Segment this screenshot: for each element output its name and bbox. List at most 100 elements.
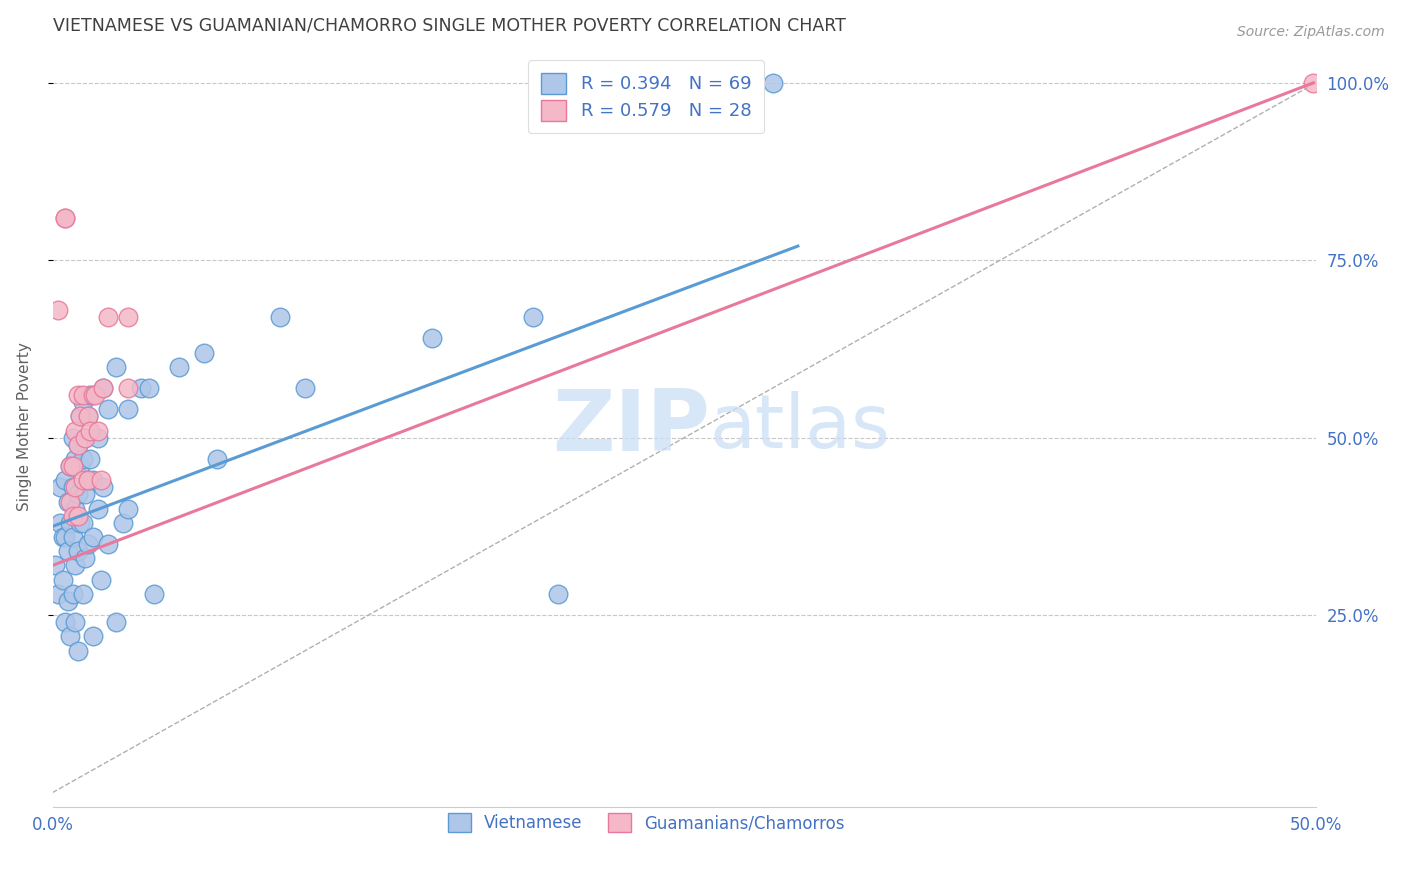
- Point: [59, 516, 82, 530]
- Point: [91, 381, 114, 395]
- Point: [65, 480, 87, 494]
- Point: [82, 629, 104, 643]
- Point: [82, 530, 104, 544]
- Point: [72, 452, 94, 467]
- Point: [269, 310, 291, 324]
- Point: [69, 459, 91, 474]
- Point: [97, 310, 120, 324]
- Point: [77, 473, 100, 487]
- Point: [72, 473, 94, 487]
- Point: [89, 473, 111, 487]
- Point: [66, 544, 89, 558]
- Point: [52, 573, 75, 587]
- Point: [82, 388, 104, 402]
- Point: [75, 487, 97, 501]
- Point: [59, 494, 82, 508]
- Point: [167, 359, 190, 374]
- Point: [69, 409, 91, 424]
- Point: [72, 395, 94, 409]
- Point: [97, 537, 120, 551]
- Point: [69, 516, 91, 530]
- Legend: Vietnamese, Guamanians/Chamorros: Vietnamese, Guamanians/Chamorros: [436, 801, 856, 844]
- Point: [56, 594, 79, 608]
- Point: [91, 381, 114, 395]
- Point: [193, 345, 215, 359]
- Point: [66, 508, 89, 523]
- Point: [142, 587, 165, 601]
- Point: [117, 310, 139, 324]
- Text: atlas: atlas: [710, 391, 890, 464]
- Point: [53, 615, 76, 630]
- Point: [56, 544, 79, 558]
- Text: VIETNAMESE VS GUAMANIAN/CHAMORRO SINGLE MOTHER POVERTY CORRELATION CHART: VIETNAMESE VS GUAMANIAN/CHAMORRO SINGLE …: [52, 17, 845, 35]
- Point: [65, 501, 87, 516]
- Point: [69, 409, 91, 424]
- Point: [87, 501, 110, 516]
- Point: [205, 452, 228, 467]
- Point: [117, 402, 139, 417]
- Point: [89, 573, 111, 587]
- Point: [75, 431, 97, 445]
- Point: [77, 409, 100, 424]
- Point: [56, 494, 79, 508]
- Point: [62, 508, 84, 523]
- Point: [53, 530, 76, 544]
- Point: [87, 424, 110, 438]
- Point: [66, 487, 89, 501]
- Point: [59, 459, 82, 474]
- Point: [72, 516, 94, 530]
- Point: [82, 473, 104, 487]
- Point: [46, 302, 69, 317]
- Point: [65, 424, 87, 438]
- Point: [75, 431, 97, 445]
- Point: [97, 402, 120, 417]
- Point: [52, 530, 75, 544]
- Point: [62, 431, 84, 445]
- Point: [65, 558, 87, 573]
- Point: [420, 331, 443, 345]
- Point: [65, 615, 87, 630]
- Point: [66, 438, 89, 452]
- Point: [72, 388, 94, 402]
- Point: [49, 480, 72, 494]
- Point: [62, 530, 84, 544]
- Point: [66, 643, 89, 657]
- Point: [72, 587, 94, 601]
- Point: [66, 438, 89, 452]
- Point: [112, 516, 135, 530]
- Point: [1302, 76, 1324, 90]
- Point: [77, 473, 100, 487]
- Point: [79, 452, 101, 467]
- Point: [91, 480, 114, 494]
- Point: [138, 381, 160, 395]
- Point: [62, 459, 84, 474]
- Point: [46, 587, 69, 601]
- Point: [129, 381, 152, 395]
- Point: [62, 587, 84, 601]
- Point: [117, 381, 139, 395]
- Y-axis label: Single Mother Poverty: Single Mother Poverty: [17, 343, 32, 511]
- Point: [547, 587, 569, 601]
- Point: [77, 409, 100, 424]
- Point: [79, 388, 101, 402]
- Point: [59, 459, 82, 474]
- Point: [66, 388, 89, 402]
- Text: ZIP: ZIP: [551, 385, 710, 468]
- Point: [522, 310, 544, 324]
- Point: [762, 76, 785, 90]
- Point: [104, 615, 127, 630]
- Point: [53, 473, 76, 487]
- Point: [117, 501, 139, 516]
- Text: Source: ZipAtlas.com: Source: ZipAtlas.com: [1237, 25, 1385, 39]
- Point: [84, 388, 107, 402]
- Point: [87, 431, 110, 445]
- Point: [65, 452, 87, 467]
- Point: [77, 537, 100, 551]
- Point: [44, 558, 66, 573]
- Point: [59, 629, 82, 643]
- Point: [294, 381, 316, 395]
- Point: [53, 211, 76, 225]
- Point: [62, 480, 84, 494]
- Point: [49, 516, 72, 530]
- Point: [53, 211, 76, 225]
